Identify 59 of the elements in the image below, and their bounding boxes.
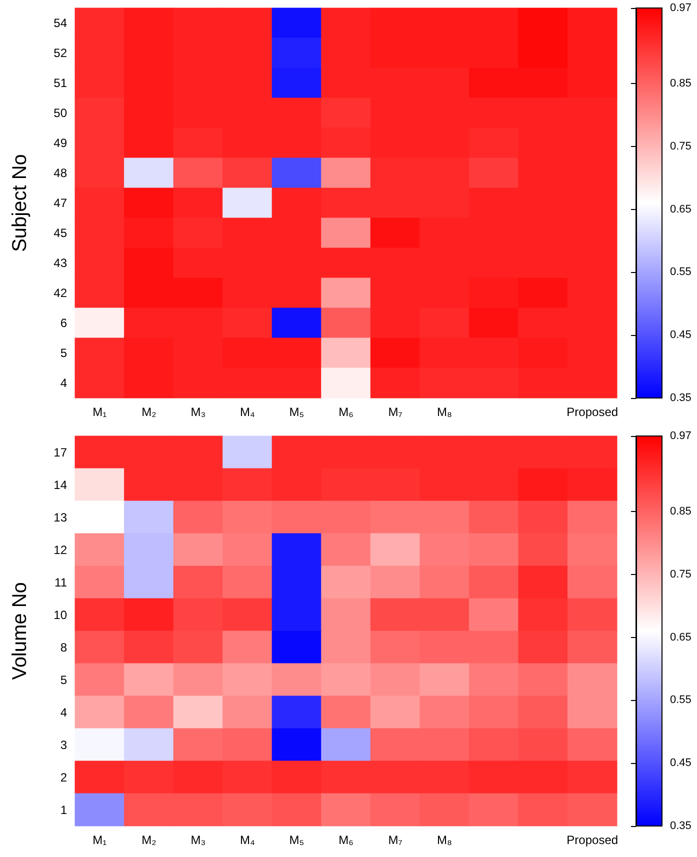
color-bar-label: 0.35	[670, 392, 692, 404]
x-tick-label: M₁	[92, 405, 107, 419]
color-bar-label: 0.65	[670, 631, 692, 644]
color-bar-label: 0.85	[670, 77, 692, 90]
y-tick-label: 12	[54, 542, 68, 557]
color-bar-label: 0.45	[670, 329, 692, 342]
x-tick-label: M₇	[388, 833, 402, 847]
x-tick-label: M₁	[92, 833, 107, 847]
y-tick-label: 10	[54, 608, 68, 622]
y-tick-label: 1	[60, 802, 68, 817]
x-tick-label: M₆	[338, 405, 354, 419]
color-bar-label: 0.85	[670, 505, 692, 518]
y-tick-label: 11	[54, 575, 68, 590]
y-tick-label: 43	[54, 256, 68, 270]
y-tick-label: 5	[60, 672, 68, 687]
x-tick-label: M₃	[190, 405, 206, 419]
y-tick-label: 5	[60, 346, 68, 360]
y-tick-label: 51	[54, 76, 68, 90]
x-tick-label: M₅	[289, 405, 304, 419]
color-bar-label: 0.45	[670, 757, 692, 770]
x-tick-label: M₄	[240, 405, 255, 419]
y-tick-label: 4	[60, 705, 68, 720]
x-tick-label: Proposed	[566, 833, 618, 847]
y-tick-label: 42	[54, 286, 68, 300]
y-tick-label: 45	[54, 226, 68, 240]
y-tick-label: 54	[54, 16, 68, 30]
y-tick-label: 2	[60, 770, 68, 784]
x-tick-label: M₄	[240, 833, 255, 847]
color-bar-label: 0.97	[670, 430, 692, 442]
color-bar-label: 0.65	[670, 203, 692, 216]
y-tick-label: 6	[60, 316, 68, 330]
color-bar-label: 0.75	[670, 140, 692, 152]
x-tick-label: M₆	[338, 833, 354, 847]
y-tick-label: 3	[60, 738, 68, 752]
y-tick-label: 17	[54, 445, 68, 460]
y-tick-label: 50	[54, 106, 68, 120]
color-bar-label: 0.35	[670, 820, 692, 832]
y-axis-title: Subject No	[9, 154, 31, 252]
y-tick-label: 8	[60, 640, 68, 654]
x-tick-label: M₃	[190, 833, 206, 847]
y-tick-label: 14	[54, 478, 68, 492]
x-tick-label: M₈	[437, 833, 452, 847]
color-bar-label: 0.55	[670, 266, 692, 278]
color-bar-label: 0.97	[670, 2, 692, 14]
y-tick-label: 48	[54, 166, 68, 180]
color-bar-label: 0.75	[670, 568, 692, 580]
x-tick-label: M₂	[142, 833, 157, 847]
y-tick-label: 13	[54, 510, 68, 524]
color-bar-label: 0.55	[670, 694, 692, 706]
y-tick-label: 52	[54, 46, 68, 60]
y-tick-label: 47	[54, 196, 68, 210]
x-tick-label: Proposed	[566, 405, 618, 419]
x-tick-label: M₈	[437, 405, 452, 419]
y-axis-title: Volume No	[9, 582, 31, 680]
x-tick-label: M₅	[289, 833, 304, 847]
y-tick-label: 4	[60, 376, 68, 390]
x-tick-label: M₇	[388, 405, 402, 419]
x-tick-label: M₂	[142, 405, 157, 419]
y-tick-label: 49	[54, 136, 68, 150]
